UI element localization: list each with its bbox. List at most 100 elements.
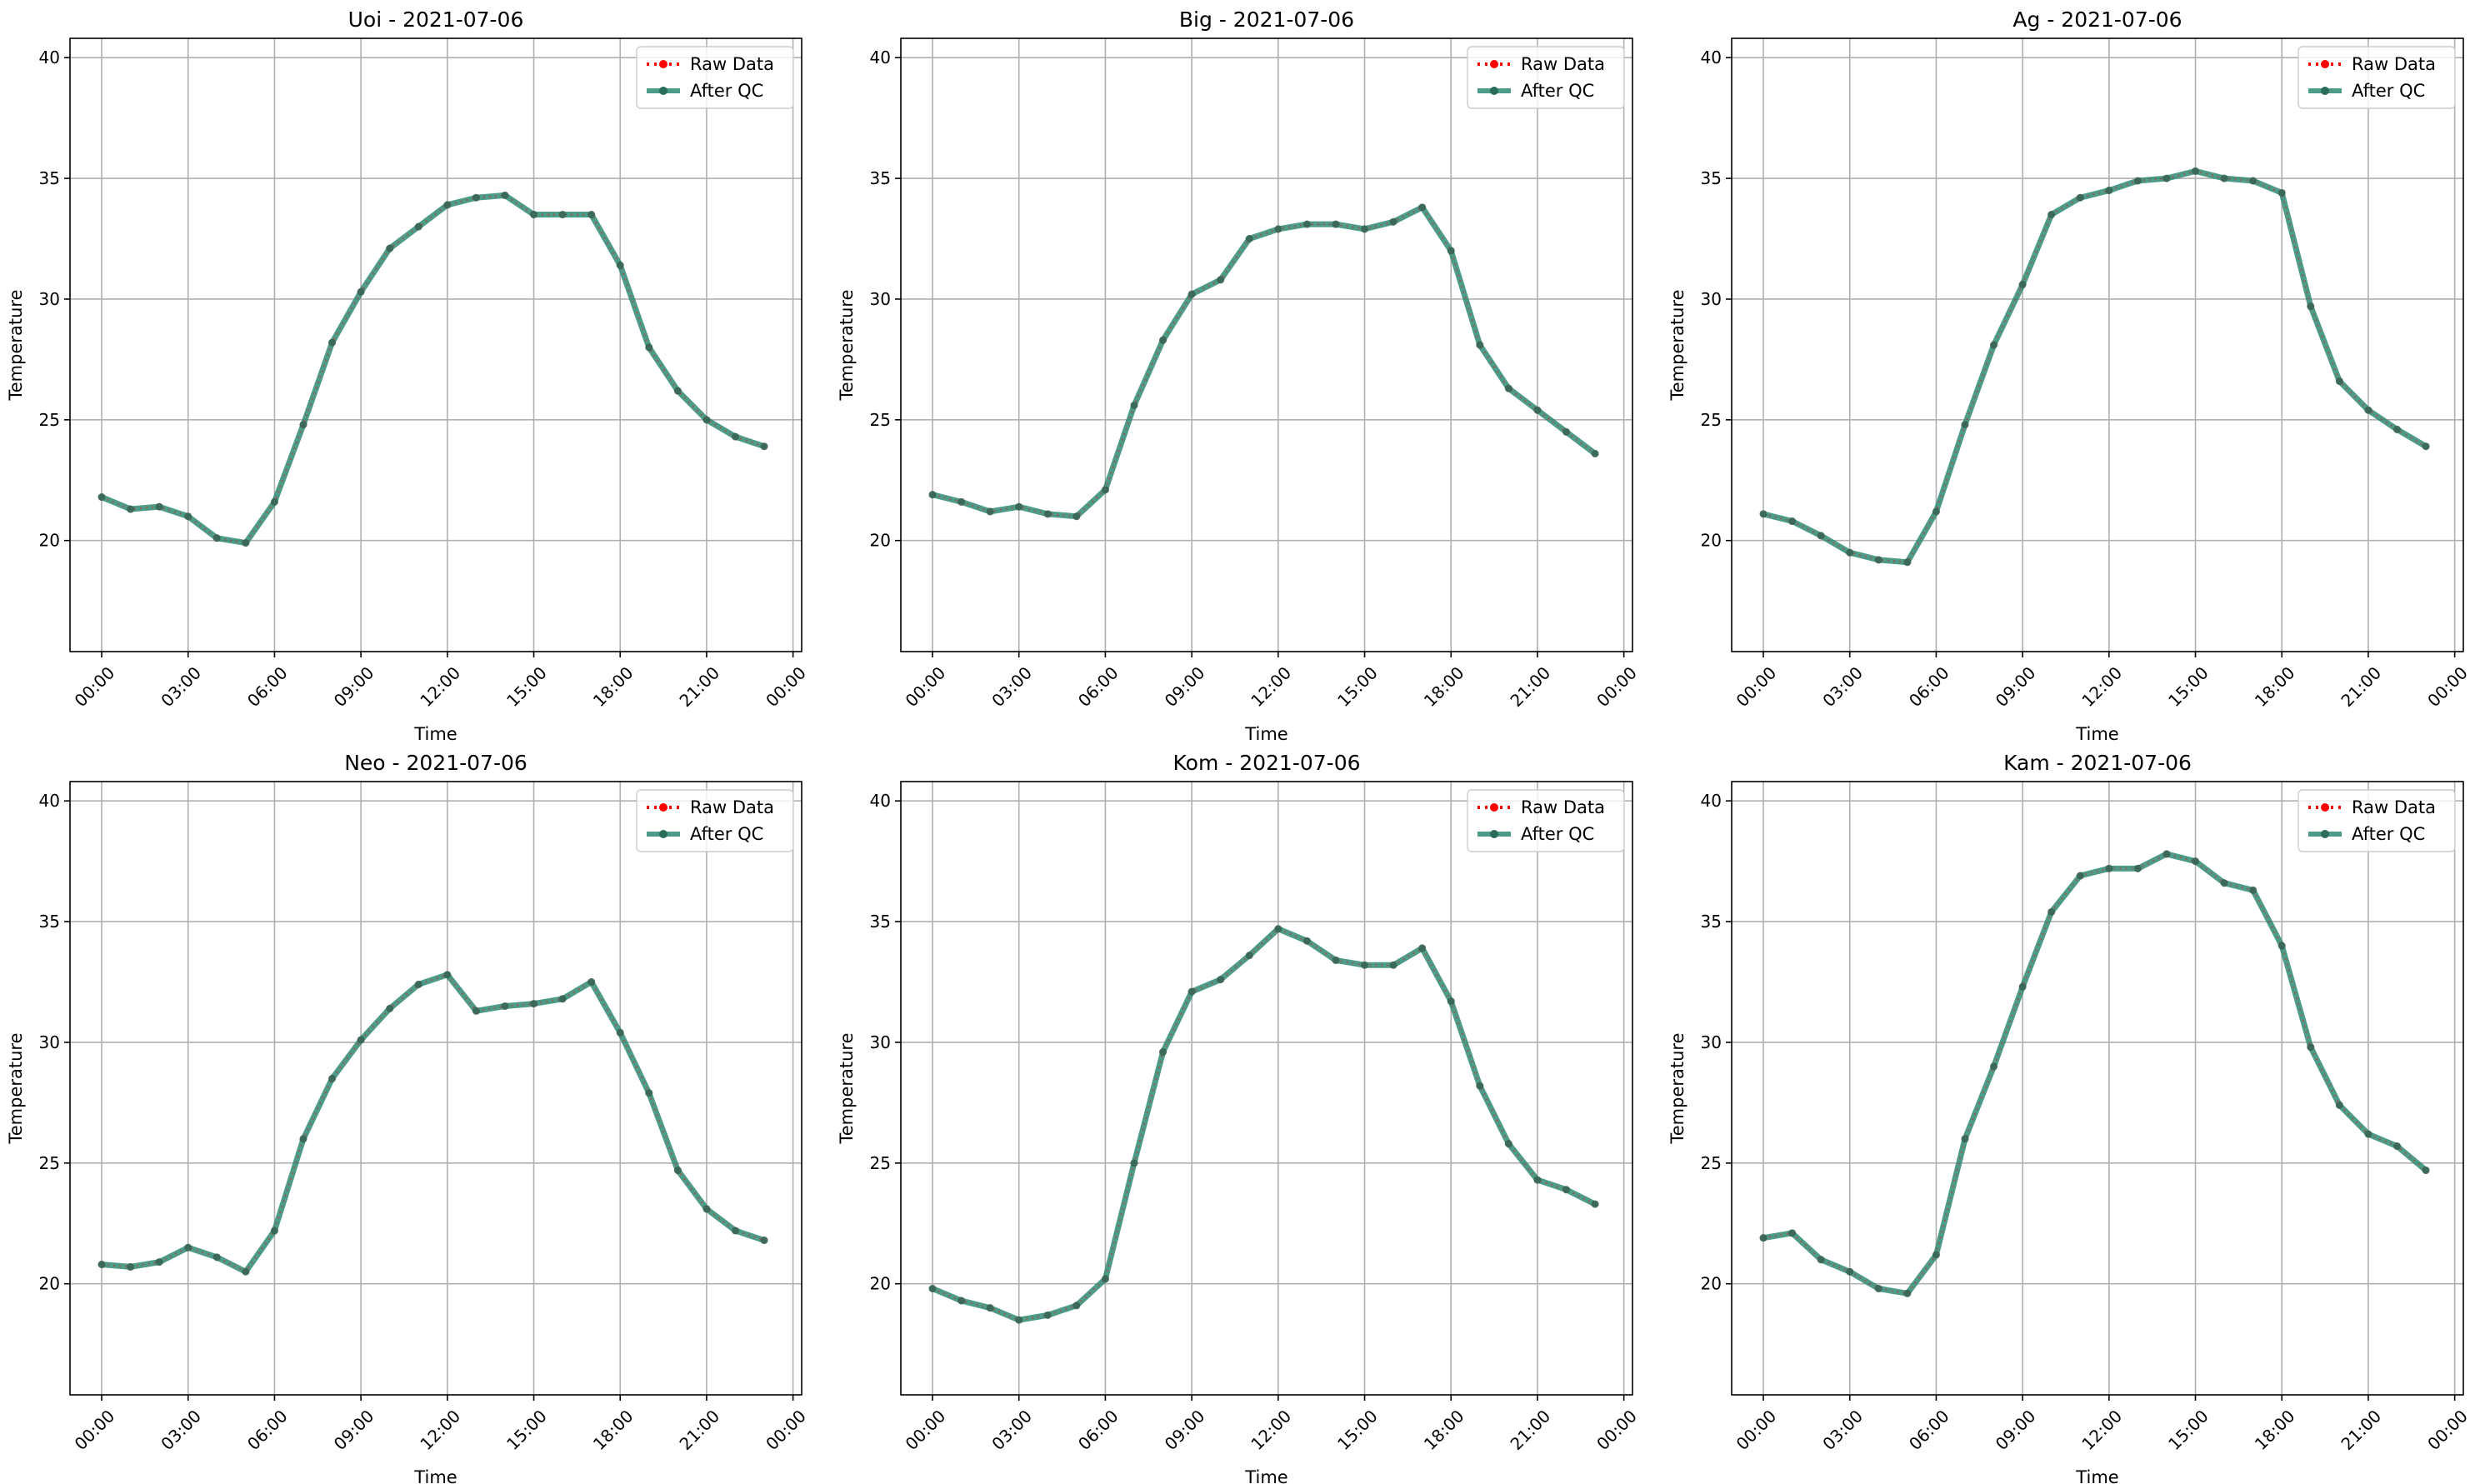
x-tick-label: 09:00 xyxy=(330,662,378,711)
x-axis-label: Time xyxy=(1244,724,1288,744)
after-qc-point xyxy=(2220,879,2228,887)
y-tick-label: 25 xyxy=(1701,410,1722,430)
after-qc-point xyxy=(616,261,624,269)
y-axis-label: Temperature xyxy=(6,1032,26,1144)
x-tick-label: 18:00 xyxy=(2251,1406,2299,1454)
after-qc-point xyxy=(1476,1082,1484,1090)
x-tick-label: 12:00 xyxy=(1247,662,1295,711)
after-qc-point xyxy=(1562,427,1570,436)
legend-marker-raw-data xyxy=(2321,60,2329,68)
legend-marker-raw-data xyxy=(659,60,668,68)
after-qc-point xyxy=(1447,247,1455,255)
after-qc-point xyxy=(1788,1229,1797,1237)
chart-panel-3: 20 25 30 35 40 00:00 03:00 06:00 09:00 12:00 15:00… xyxy=(6,751,810,1484)
after-qc-point xyxy=(702,416,711,424)
after-qc-point xyxy=(928,1285,937,1293)
legend-label-after-qc: After QC xyxy=(1521,81,1594,101)
after-qc-point xyxy=(414,980,422,988)
after-qc-point xyxy=(2422,1167,2430,1175)
y-tick-label: 20 xyxy=(39,1274,60,1294)
after-qc-point xyxy=(2048,907,2056,916)
after-qc-point xyxy=(1418,203,1427,212)
legend-marker-raw-data xyxy=(659,803,668,812)
after-qc-point xyxy=(1504,384,1512,392)
y-tick-label: 20 xyxy=(1701,1274,1722,1294)
x-axis-label: Time xyxy=(1244,1467,1288,1484)
after-qc-point xyxy=(2076,872,2084,880)
after-qc-point xyxy=(299,421,308,429)
x-tick-label: 21:00 xyxy=(2337,1406,2385,1454)
after-qc-point xyxy=(760,442,768,451)
after-qc-point xyxy=(1274,225,1282,233)
after-qc-point xyxy=(1846,1267,1854,1276)
after-qc-point xyxy=(1274,925,1282,933)
after-qc-point xyxy=(1159,336,1168,344)
x-axis-label: Time xyxy=(2075,1467,2118,1484)
after-qc-point xyxy=(2162,174,2171,182)
after-qc-point xyxy=(2133,864,2142,872)
after-qc-point xyxy=(1101,486,1109,494)
x-tick-label: 21:00 xyxy=(1506,1406,1554,1454)
after-qc-point xyxy=(2307,1043,2315,1052)
after-qc-point xyxy=(1217,976,1225,984)
series-line-after-qc xyxy=(929,926,1598,1323)
legend-label-raw-data: Raw Data xyxy=(690,797,774,817)
x-tick-label: 00:00 xyxy=(71,1406,119,1454)
legend-label-raw-data: Raw Data xyxy=(2352,54,2436,74)
y-tick-label: 30 xyxy=(39,289,60,309)
after-qc-point xyxy=(1591,1200,1599,1208)
legend-label-raw-data: Raw Data xyxy=(1521,54,1605,74)
after-qc-point xyxy=(1361,961,1369,969)
x-tick-label: 12:00 xyxy=(2078,1406,2126,1454)
y-tick-label: 35 xyxy=(870,912,891,932)
y-tick-label: 20 xyxy=(1701,531,1722,551)
x-tick-label: 00:00 xyxy=(902,1406,950,1454)
x-axis-label: Time xyxy=(413,724,457,744)
after-qc-point xyxy=(1990,341,1998,349)
after-qc-point xyxy=(1874,1285,1882,1293)
series-line-after-qc xyxy=(929,204,1598,520)
x-tick-label: 00:00 xyxy=(762,662,810,711)
y-tick-label: 20 xyxy=(870,531,891,551)
after-qc-point xyxy=(588,211,596,219)
chart-panel-2: 20 25 30 35 40 00:00 03:00 06:00 09:00 12:00 15:00… xyxy=(1668,7,2472,744)
legend-marker-after-qc xyxy=(2321,830,2329,838)
after-qc-point xyxy=(616,1028,624,1037)
x-tick-label: 21:00 xyxy=(675,662,723,711)
after-qc-point xyxy=(357,287,365,296)
y-tick-label: 30 xyxy=(39,1032,60,1052)
panel-title: Big - 2021-07-06 xyxy=(1179,7,1354,32)
after-qc-point xyxy=(2364,1130,2372,1138)
x-tick-label: 09:00 xyxy=(330,1406,378,1454)
after-qc-point xyxy=(1043,1311,1052,1319)
after-qc-point xyxy=(958,1297,966,1305)
y-axis-label: Temperature xyxy=(837,1032,857,1144)
after-qc-point xyxy=(1332,956,1340,964)
after-qc-point xyxy=(1817,532,1825,540)
panel-title: Kom - 2021-07-06 xyxy=(1173,751,1361,775)
after-qc-point xyxy=(501,191,509,199)
x-tick-label: 03:00 xyxy=(988,1406,1036,1454)
after-qc-point xyxy=(98,1261,106,1269)
after-qc-point xyxy=(2249,886,2258,894)
panel-title: Neo - 2021-07-06 xyxy=(344,751,528,775)
after-qc-point xyxy=(2192,167,2200,175)
y-tick-label: 25 xyxy=(39,1153,60,1173)
after-qc-point xyxy=(1476,341,1484,349)
legend-label-after-qc: After QC xyxy=(2352,81,2425,101)
series-line-raw-data xyxy=(101,973,765,1273)
x-tick-label: 00:00 xyxy=(762,1406,810,1454)
after-qc-point xyxy=(2249,177,2258,185)
after-qc-point xyxy=(328,338,337,347)
y-tick-label: 35 xyxy=(39,168,60,188)
x-tick-label: 03:00 xyxy=(988,662,1036,711)
after-qc-point xyxy=(1562,1186,1570,1194)
legend-label-raw-data: Raw Data xyxy=(1521,797,1605,817)
after-qc-point xyxy=(986,507,994,516)
x-tick-label: 15:00 xyxy=(502,1406,551,1454)
y-axis-label: Temperature xyxy=(837,289,857,401)
after-qc-point xyxy=(673,387,682,395)
after-qc-point xyxy=(2392,1142,2401,1151)
after-qc-point xyxy=(1846,548,1854,557)
after-qc-point xyxy=(1015,502,1023,511)
